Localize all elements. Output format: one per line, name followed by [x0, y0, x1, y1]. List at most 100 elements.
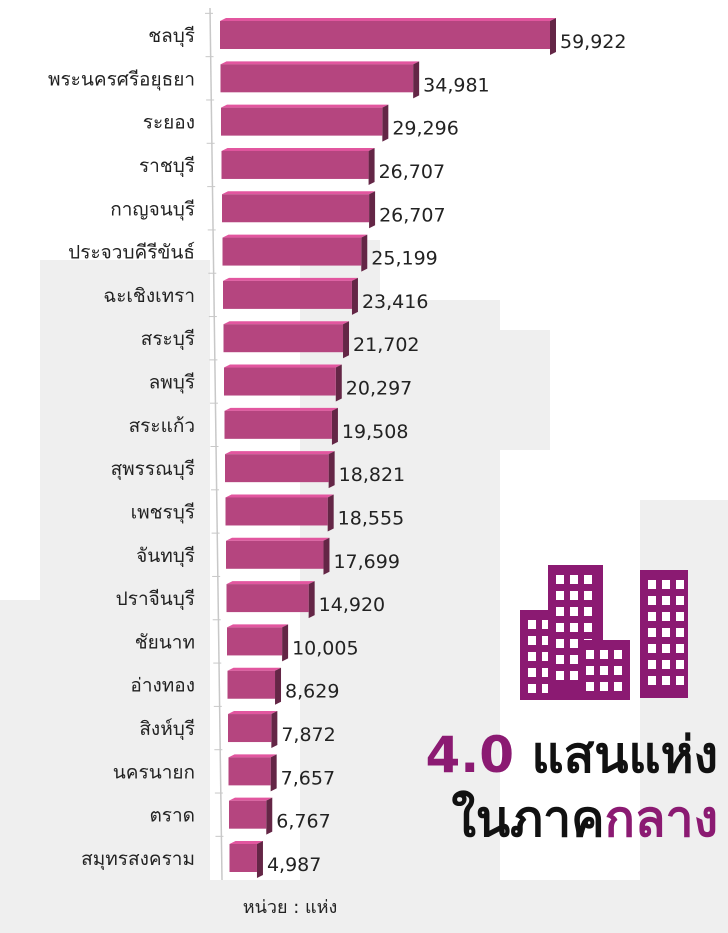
bar [224, 410, 332, 439]
bar-group: 7,657 นครนายก [113, 749, 335, 792]
bar-side [550, 18, 556, 55]
bar-top [225, 494, 334, 498]
window [600, 666, 608, 675]
bar [228, 714, 272, 743]
window [600, 650, 608, 659]
bar-side [331, 407, 338, 445]
bar-side [368, 147, 375, 185]
bar-group: 17,699 จันทบุรี [136, 532, 400, 575]
value-label: 23,416 [362, 291, 428, 313]
total-annotation: 4.0 แสนแห่ง [425, 726, 718, 784]
window [662, 596, 670, 605]
category-label: ฉะเชิงเทรา [103, 285, 195, 307]
total-number: 4.0 [425, 726, 514, 784]
window [556, 671, 564, 680]
bar-top [227, 667, 282, 671]
bar-side [382, 104, 389, 142]
bar-group: 20,297 ลพบุรี [149, 359, 412, 402]
window [528, 620, 536, 629]
bar-top [220, 61, 420, 65]
window [676, 676, 684, 685]
window [570, 671, 578, 680]
bar-group: 18,821 สุพรรณบุรี [111, 446, 405, 489]
bar [222, 194, 370, 223]
value-label: 10,005 [292, 637, 358, 659]
bar-top [221, 147, 375, 151]
window [556, 607, 564, 616]
bar [227, 670, 276, 699]
category-label: นครนายก [113, 761, 195, 783]
bar-top [225, 451, 335, 455]
window [542, 636, 550, 645]
window [614, 682, 622, 691]
bar [229, 800, 267, 829]
skyline-background [0, 240, 728, 933]
bar-group: 8,629 อ่างทอง [130, 662, 339, 705]
value-label: 7,872 [281, 724, 335, 746]
window [600, 682, 608, 691]
bar [225, 497, 328, 526]
window [542, 668, 550, 677]
window [586, 650, 594, 659]
bar-group: 10,005 ชัยนาท [135, 619, 359, 662]
category-label: สระแก้ว [129, 415, 195, 437]
window [584, 575, 592, 584]
window [648, 612, 656, 621]
category-label: ประจวบคีรีขันธ์ [68, 242, 195, 264]
category-label: เพชรบุรี [131, 501, 195, 524]
bar-group: 26,707 กาญจนบุรี [110, 186, 446, 229]
category-label: ราชบุรี [139, 155, 195, 178]
category-label: สิงห์บุรี [139, 718, 195, 741]
window [662, 628, 670, 637]
bar-top [229, 797, 273, 801]
bar-side [282, 624, 289, 662]
window [586, 682, 594, 691]
window [662, 580, 670, 589]
value-label: 59,922 [560, 31, 626, 53]
bar-group: 25,199 ประจวบคีรีขันธ์ [68, 229, 438, 272]
category-label: สมุทรสงคราม [81, 848, 195, 871]
category-label: พระนครศรีอยุธยา [48, 68, 195, 91]
bar-group: 26,707 ราชบุรี [139, 142, 445, 185]
bar-group: 4,987 สมุทรสงคราม [81, 835, 321, 878]
window [662, 676, 670, 685]
value-label: 26,707 [379, 204, 445, 226]
bar-side [271, 711, 278, 749]
window [676, 644, 684, 653]
bar [225, 454, 329, 483]
bar-top [222, 234, 368, 238]
window [542, 620, 550, 629]
bar-top [222, 191, 376, 195]
window [662, 644, 670, 653]
category-label: ระยอง [143, 112, 195, 134]
bar-side [328, 451, 335, 489]
bar-side [323, 537, 330, 575]
bar-group: 21,702 สระบุรี [141, 316, 420, 359]
category-label: ลพบุรี [149, 372, 195, 395]
value-label: 29,296 [392, 118, 458, 140]
bar-group: 19,508 สระแก้ว [129, 402, 408, 445]
window [648, 596, 656, 605]
window [584, 591, 592, 600]
window [570, 623, 578, 632]
window [570, 639, 578, 648]
value-label: 8,629 [285, 681, 339, 703]
window [648, 644, 656, 653]
category-label: อ่างทอง [130, 675, 195, 697]
window [584, 623, 592, 632]
window [542, 684, 550, 693]
bar-top [223, 321, 350, 325]
total-text: แสนแห่ง [531, 726, 718, 784]
bar-group: 34,981 พระนครศรีอยุธยา [48, 56, 490, 99]
category-label: จันทบุรี [136, 545, 195, 568]
value-label: 26,707 [379, 161, 445, 183]
region-name: กลาง [605, 790, 718, 848]
bar [226, 540, 324, 569]
axis-line [209, 7, 223, 881]
unit-note: หน่วย : แห่ง [243, 897, 338, 918]
value-label: 21,702 [353, 334, 419, 356]
bar-group: 14,920 ปราจีนบุรี [116, 575, 385, 619]
window [662, 612, 670, 621]
value-label: 4,987 [267, 854, 321, 876]
